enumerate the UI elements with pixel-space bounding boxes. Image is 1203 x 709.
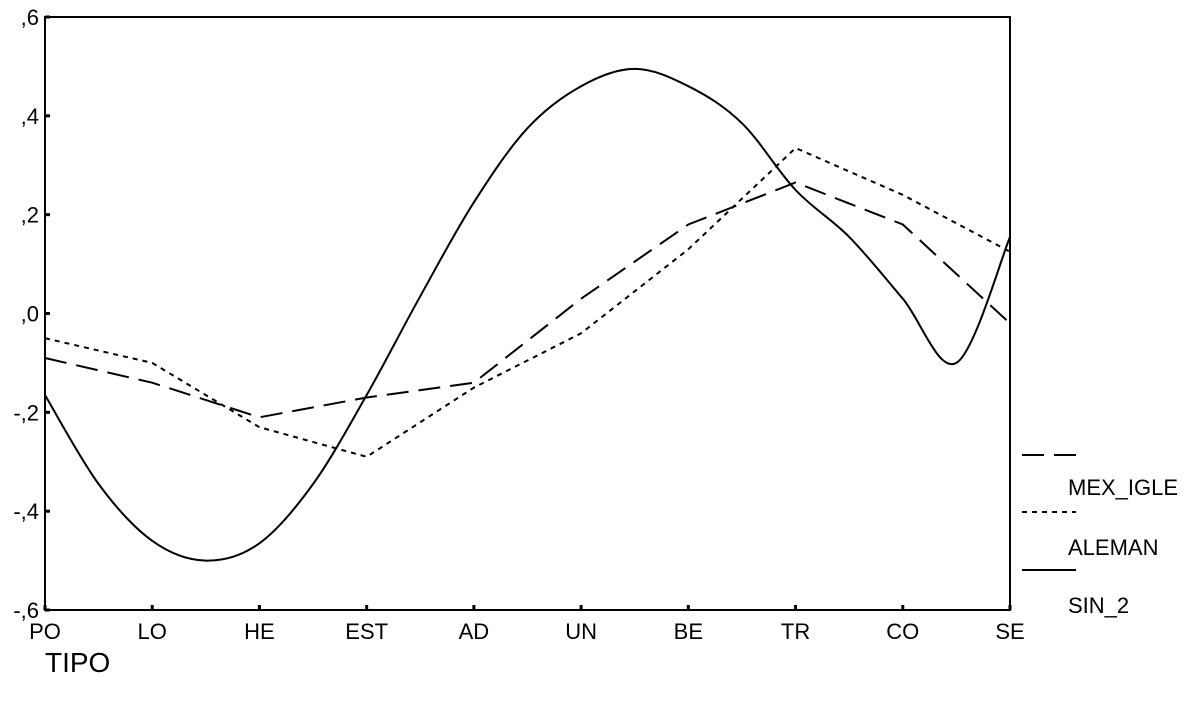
x-tick-label: TR [781, 619, 810, 644]
y-tick-label: ,6 [21, 5, 39, 30]
y-tick-label: ,4 [21, 104, 39, 129]
x-axis: PO LO HE EST AD UN BE TR CO SE [29, 605, 1025, 644]
y-tick-label: -,6 [13, 598, 39, 623]
x-tick-label: LO [138, 619, 167, 644]
series-line-mex-igle [44, 181, 1011, 419]
y-tick-label: ,0 [21, 302, 39, 327]
series-layer [44, 67, 1011, 562]
y-tick-label: ,2 [21, 203, 39, 228]
x-tick-label: PO [29, 619, 61, 644]
series-line-aleman [44, 146, 1011, 458]
x-tick-label: HE [244, 619, 275, 644]
x-tick-label: EST [345, 619, 388, 644]
x-tick-label: BE [674, 619, 703, 644]
x-tick-label: AD [459, 619, 490, 644]
x-tick-label: UN [565, 619, 597, 644]
y-tick-label: -,2 [13, 400, 39, 425]
plot-area-frame [44, 16, 1011, 611]
legend-label: ALEMAN [1068, 535, 1158, 560]
legend-label: MEX_IGLE [1068, 475, 1178, 500]
y-axis: -,6 -,4 -,2 ,0 ,2 ,4 ,6 [13, 5, 50, 623]
legend: MEX_IGLE ALEMAN SIN_2 [1022, 454, 1178, 618]
x-axis-title: TIPO [45, 647, 110, 678]
series-line-sin-2 [44, 67, 1011, 562]
legend-label: SIN_2 [1068, 593, 1129, 618]
x-tick-label: SE [995, 619, 1024, 644]
y-tick-label: -,4 [13, 499, 39, 524]
x-tick-label: CO [886, 619, 919, 644]
